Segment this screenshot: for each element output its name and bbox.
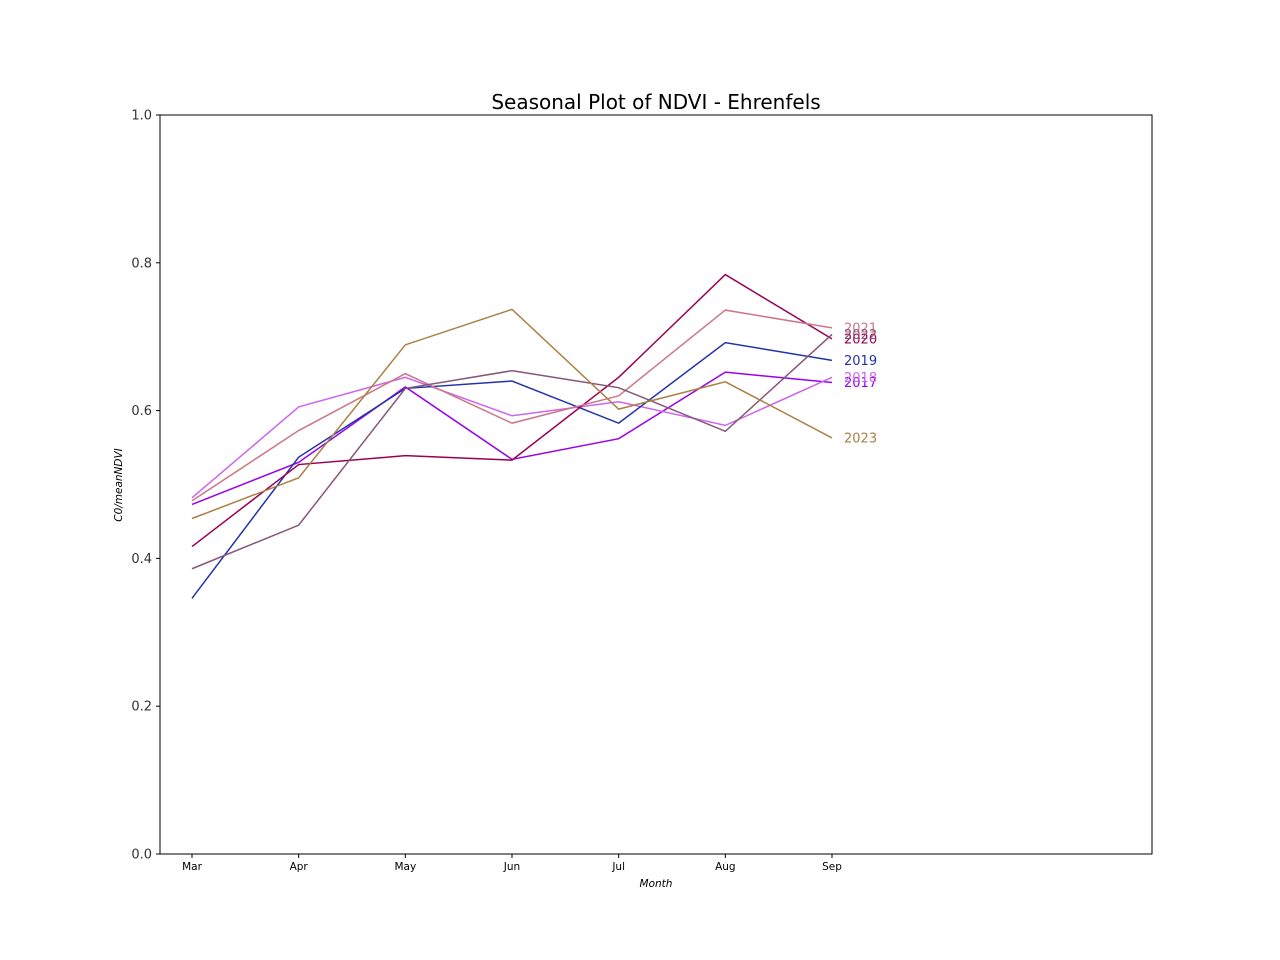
y-tick-label: 1.0 bbox=[131, 109, 152, 124]
series-line-2018 bbox=[191, 376, 833, 499]
y-axis-label: C0/meanNDVI bbox=[113, 448, 125, 522]
x-tick-label: Sep bbox=[822, 861, 842, 873]
series-line-2019 bbox=[191, 341, 833, 599]
series-label-2021: 2021 bbox=[844, 321, 877, 336]
plot-area-frame bbox=[159, 114, 1153, 855]
series-line-2023 bbox=[191, 308, 833, 520]
y-tick-label: 0.6 bbox=[131, 404, 152, 419]
series-label-2019: 2019 bbox=[844, 354, 877, 369]
series-label-2017: 2017 bbox=[844, 376, 877, 391]
y-tick-label: 0.2 bbox=[131, 700, 152, 715]
x-tick-label: Jul bbox=[611, 861, 625, 873]
x-tick-label: Apr bbox=[290, 861, 309, 873]
series-lines bbox=[191, 273, 833, 599]
y-axis-ticks: 0.0 0.2 0.4 0.6 0.8 1.0 bbox=[131, 109, 160, 863]
series-line-2020 bbox=[191, 273, 833, 548]
series-label-2022: 2022 bbox=[844, 328, 877, 343]
x-tick-label: Jun bbox=[503, 861, 520, 873]
series-label-2018: 2018 bbox=[844, 371, 877, 386]
x-tick-label: Mar bbox=[182, 861, 202, 873]
x-tick-label: Aug bbox=[715, 861, 736, 873]
x-axis-ticks: Mar Apr May Jun Jul Aug Sep bbox=[182, 854, 842, 873]
series-label-2023: 2023 bbox=[844, 431, 877, 446]
chart-title: Seasonal Plot of NDVI - Ehrenfels bbox=[491, 90, 820, 114]
y-tick-label: 0.4 bbox=[131, 552, 152, 567]
y-tick-label: 0.8 bbox=[131, 256, 152, 271]
x-axis-label: Month bbox=[640, 878, 673, 890]
series-line-2021 bbox=[191, 309, 833, 502]
series-line-2022 bbox=[191, 333, 833, 570]
series-label-2020: 2020 bbox=[844, 332, 877, 347]
x-tick-label: May bbox=[394, 861, 416, 873]
y-tick-label: 0.0 bbox=[131, 848, 152, 863]
